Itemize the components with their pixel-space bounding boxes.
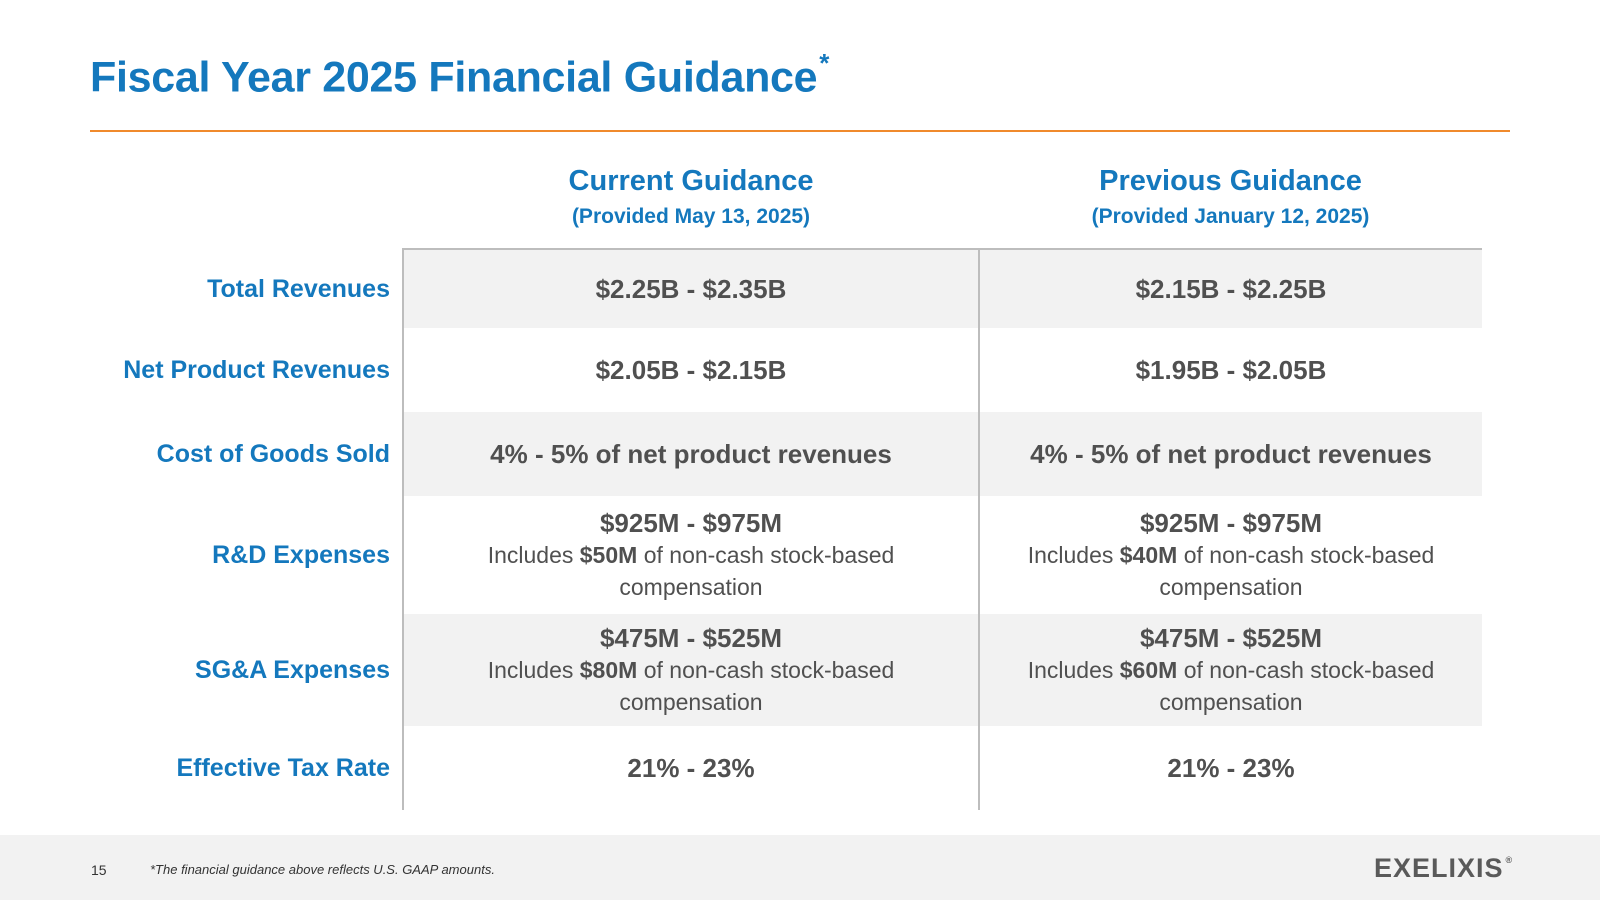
company-logo: EXELIXIS ® xyxy=(1374,853,1513,884)
table-row: Net Product Revenues $2.05B - $2.15B $1.… xyxy=(90,328,1482,412)
current-cell: 21% - 23% xyxy=(404,726,978,810)
table-top-border xyxy=(403,248,1482,250)
table-divider-left xyxy=(402,248,404,810)
stock-comp-amount: $80M xyxy=(579,657,638,683)
table-row: R&D Expenses $925M - $975M Includes $50M… xyxy=(90,496,1482,614)
previous-cell: $925M - $975M Includes $40M of non-cash … xyxy=(980,496,1482,614)
previous-cell: $1.95B - $2.05B xyxy=(980,328,1482,412)
column-heading: Current Guidance xyxy=(568,165,814,197)
logo-text: EXELIXIS xyxy=(1374,853,1504,883)
value: $1.95B - $2.05B xyxy=(1135,355,1327,385)
column-subheading: (Provided May 13, 2025) xyxy=(571,205,811,228)
stock-comp-note: Includes $40M of non-cash stock-based co… xyxy=(1027,542,1435,600)
column-header-current: Current Guidance (Provided May 13, 2025) xyxy=(403,162,979,232)
footnote: *The financial guidance above reflects U… xyxy=(150,862,495,877)
row-label: Cost of Goods Sold xyxy=(156,439,390,468)
column-header-previous: Previous Guidance (Provided January 12, … xyxy=(979,162,1482,232)
stock-comp-note: Includes $50M of non-cash stock-based co… xyxy=(487,542,895,600)
stock-comp-amount: $50M xyxy=(579,542,638,568)
value: $925M - $975M xyxy=(1139,508,1323,538)
title-footnote-marker: * xyxy=(819,48,830,78)
value: $475M - $525M xyxy=(599,623,783,653)
page-title: Fiscal Year 2025 Financial Guidance* xyxy=(90,48,829,102)
table-row: SG&A Expenses $475M - $525M Includes $80… xyxy=(90,614,1482,726)
table-row: Effective Tax Rate 21% - 23% 21% - 23% xyxy=(90,726,1482,810)
row-label: SG&A Expenses xyxy=(195,655,390,684)
previous-cell: 4% - 5% of net product revenues xyxy=(980,412,1482,496)
stock-comp-amount: $60M xyxy=(1119,657,1178,683)
value: $2.15B - $2.25B xyxy=(1135,274,1327,304)
value: $2.05B - $2.15B xyxy=(595,355,787,385)
column-subheading: (Provided January 12, 2025) xyxy=(1091,205,1370,228)
stock-comp-note: Includes $60M of non-cash stock-based co… xyxy=(1027,657,1435,715)
current-cell: $2.05B - $2.15B xyxy=(404,328,978,412)
previous-cell: 21% - 23% xyxy=(980,726,1482,810)
row-label: Total Revenues xyxy=(207,274,390,303)
page-number: 15 xyxy=(91,862,107,878)
title-text: Fiscal Year 2025 Financial Guidance xyxy=(90,53,818,102)
previous-cell: $475M - $525M Includes $60M of non-cash … xyxy=(980,614,1482,726)
footer: 15 *The financial guidance above reflect… xyxy=(0,835,1600,900)
current-cell: $475M - $525M Includes $80M of non-cash … xyxy=(404,614,978,726)
previous-cell: $2.15B - $2.25B xyxy=(980,250,1482,328)
current-cell: $2.25B - $2.35B xyxy=(404,250,978,328)
value: $475M - $525M xyxy=(1139,623,1323,653)
row-label: Effective Tax Rate xyxy=(176,753,390,782)
current-cell: 4% - 5% of net product revenues xyxy=(404,412,978,496)
registered-mark: ® xyxy=(1505,855,1514,865)
value: $925M - $975M xyxy=(599,508,783,538)
table-row: Cost of Goods Sold 4% - 5% of net produc… xyxy=(90,412,1482,496)
table-row: Total Revenues $2.25B - $2.35B $2.15B - … xyxy=(90,250,1482,328)
value: 4% - 5% of net product revenues xyxy=(490,439,892,469)
row-label: R&D Expenses xyxy=(212,540,390,569)
value: 4% - 5% of net product revenues xyxy=(1030,439,1432,469)
value: 21% - 23% xyxy=(1167,753,1295,783)
column-heading: Previous Guidance xyxy=(1099,165,1362,197)
title-divider xyxy=(90,130,1510,132)
row-label: Net Product Revenues xyxy=(123,355,390,384)
value: $2.25B - $2.35B xyxy=(595,274,787,304)
stock-comp-note: Includes $80M of non-cash stock-based co… xyxy=(487,657,895,715)
stock-comp-amount: $40M xyxy=(1119,542,1178,568)
value: 21% - 23% xyxy=(627,753,755,783)
current-cell: $925M - $975M Includes $50M of non-cash … xyxy=(404,496,978,614)
table-divider-middle xyxy=(978,248,980,810)
